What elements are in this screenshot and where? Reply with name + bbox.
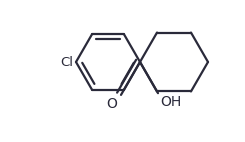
Text: O: O [106,97,117,111]
Text: OH: OH [160,95,181,109]
Text: Cl: Cl [60,56,73,68]
